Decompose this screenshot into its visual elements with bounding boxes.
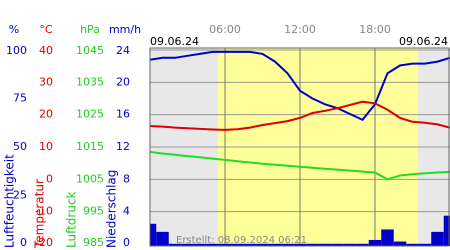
- date-left: 09.06.24: [150, 35, 199, 48]
- plot-border: [149, 47, 450, 247]
- axis-unit: °C: [39, 23, 53, 36]
- y-tick-label: -20: [35, 236, 53, 249]
- precip-bar: [256, 244, 269, 246]
- y-tick-label: 16: [116, 108, 130, 121]
- precip-bar: [306, 244, 319, 246]
- y-tick-label: 40: [39, 44, 53, 57]
- precip-bar: [168, 244, 182, 246]
- date-right: 09.06.24: [399, 35, 448, 48]
- y-tick-label: 10: [39, 140, 53, 153]
- precip-bar: [231, 244, 244, 246]
- precip-bar: [331, 244, 344, 246]
- precip-bar: [281, 244, 294, 246]
- precip-bar: [406, 244, 419, 246]
- precip-bar: [443, 215, 450, 246]
- y-tick-label: 12: [116, 140, 130, 153]
- y-tick-label: 20: [116, 75, 130, 88]
- y-tick-label: 20: [39, 108, 53, 121]
- x-tick-label: 12:00: [284, 23, 316, 36]
- x-tick-label: 06:00: [209, 23, 241, 36]
- y-tick-label: 100: [6, 44, 27, 57]
- y-tick-label: 0: [123, 236, 130, 249]
- precip-bar: [181, 244, 194, 246]
- axis-unit: hPa: [80, 23, 100, 36]
- y-tick-label: 995: [83, 205, 104, 218]
- precip-bar: [381, 229, 394, 246]
- precip-bar: [318, 244, 332, 246]
- precip-bar: [218, 244, 232, 246]
- precip-bar: [268, 244, 282, 246]
- y-tick-label: 30: [39, 75, 53, 88]
- y-tick-label: 0: [20, 236, 27, 249]
- precip-bar: [293, 244, 307, 246]
- precip-bar: [343, 244, 357, 246]
- y-tick-label: 0: [46, 172, 53, 185]
- y-tick-label: 75: [13, 92, 27, 105]
- axis-unit: %: [9, 23, 19, 36]
- y-tick-label: 1005: [76, 172, 104, 185]
- y-tick-label: 1025: [76, 108, 104, 121]
- series-line: [150, 100, 450, 131]
- precip-bar: [418, 244, 432, 246]
- axis-title: Niederschlag: [105, 170, 119, 248]
- series-line: [150, 50, 450, 122]
- y-tick-label: 1045: [76, 44, 104, 57]
- y-tick-label: 25: [13, 189, 27, 202]
- y-tick-label: 985: [83, 236, 104, 249]
- precip-bar: [193, 244, 207, 246]
- precip-bar: [368, 239, 382, 246]
- series-line: [150, 150, 450, 181]
- precip-bar: [206, 244, 219, 246]
- footer: Erstellt: 08.09.2024 06:21: [176, 235, 307, 246]
- axis-title: Luftfeuchtigkeit: [3, 154, 17, 248]
- y-tick-label: -10: [35, 205, 53, 218]
- y-tick-label: 4: [123, 205, 130, 218]
- y-tick-label: 24: [116, 44, 130, 57]
- x-tick-label: 18:00: [359, 23, 391, 36]
- axis-title: Luftdruck: [65, 191, 79, 248]
- axis-unit: mm/h: [109, 23, 141, 36]
- y-tick-label: 8: [123, 172, 130, 185]
- y-tick-label: 1015: [76, 140, 104, 153]
- y-tick-label: 1035: [76, 75, 104, 88]
- precip-bar: [150, 223, 157, 246]
- axis-title: Temperatur: [33, 179, 47, 249]
- precip-bar: [156, 231, 169, 246]
- precip-bar: [431, 231, 444, 246]
- precip-bar: [356, 244, 369, 246]
- precip-bar: [393, 241, 407, 246]
- y-tick-label: 50: [13, 140, 27, 153]
- precip-bar: [243, 244, 257, 246]
